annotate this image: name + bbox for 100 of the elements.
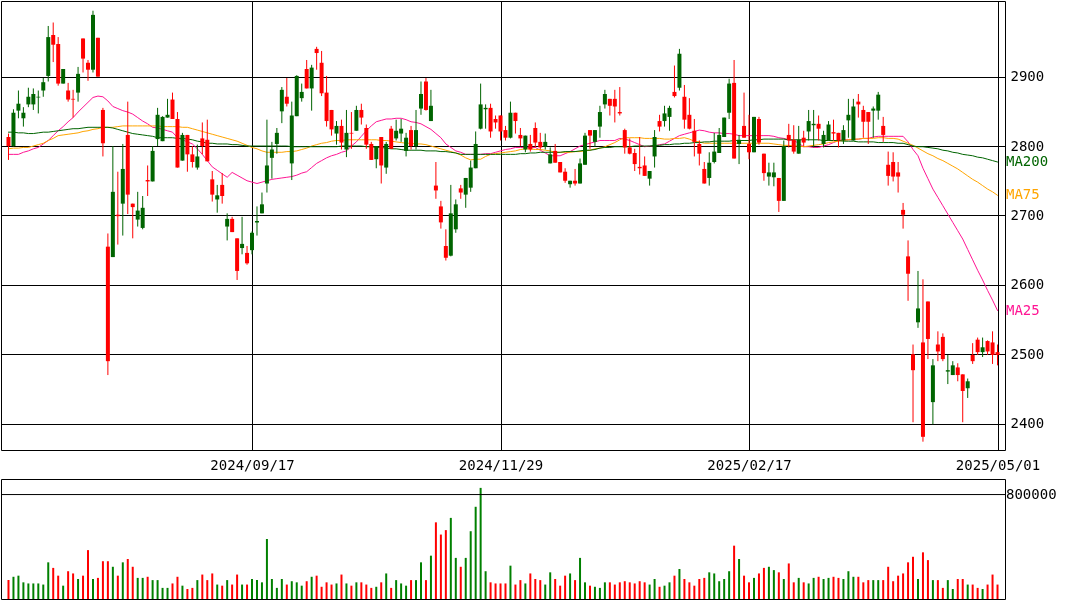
bar bbox=[807, 583, 810, 599]
bar bbox=[186, 589, 189, 599]
bar bbox=[996, 584, 999, 599]
bar bbox=[146, 576, 149, 599]
candlestick bbox=[597, 105, 602, 139]
bar bbox=[723, 579, 726, 599]
bar bbox=[82, 575, 85, 599]
candlestick bbox=[190, 145, 195, 169]
bar bbox=[623, 581, 626, 599]
x-tick-label: 2025/02/17 bbox=[707, 456, 792, 473]
bar bbox=[375, 586, 378, 599]
bar bbox=[101, 561, 104, 599]
candlestick bbox=[662, 105, 667, 128]
bar bbox=[549, 572, 552, 599]
bar bbox=[782, 579, 785, 599]
candlestick bbox=[965, 378, 970, 399]
candlestick bbox=[6, 133, 11, 161]
bar bbox=[653, 579, 656, 599]
candlestick bbox=[170, 92, 175, 120]
bar bbox=[976, 587, 979, 599]
bar bbox=[330, 584, 333, 599]
candlestick bbox=[916, 270, 920, 329]
candlestick bbox=[428, 89, 433, 122]
bar bbox=[206, 580, 209, 599]
candlestick bbox=[81, 37, 86, 73]
bar bbox=[574, 580, 577, 599]
candlestick bbox=[816, 115, 821, 141]
candlestick bbox=[886, 151, 891, 187]
candlestick bbox=[911, 344, 916, 423]
bar bbox=[752, 577, 755, 599]
bar bbox=[584, 582, 587, 599]
bar bbox=[907, 562, 910, 599]
bar bbox=[405, 585, 408, 599]
bar bbox=[837, 577, 840, 599]
bar bbox=[91, 579, 94, 599]
bar bbox=[171, 583, 174, 599]
bar bbox=[897, 575, 900, 599]
bar bbox=[787, 563, 790, 599]
candlestick bbox=[756, 116, 761, 146]
bar bbox=[678, 569, 681, 599]
candlestick bbox=[185, 134, 190, 173]
bar bbox=[87, 550, 89, 599]
candlestick bbox=[846, 98, 851, 139]
bar bbox=[917, 579, 919, 599]
bar bbox=[196, 580, 199, 599]
bar bbox=[767, 566, 770, 599]
bar bbox=[772, 570, 775, 599]
bar bbox=[529, 573, 532, 599]
bar bbox=[161, 587, 164, 599]
bar bbox=[360, 582, 363, 599]
bar bbox=[559, 585, 562, 599]
candlestick bbox=[612, 89, 617, 123]
bar bbox=[280, 579, 283, 599]
bar bbox=[713, 573, 716, 599]
candlestick bbox=[284, 77, 289, 107]
bar bbox=[648, 584, 651, 599]
candlestick bbox=[419, 81, 423, 116]
bar bbox=[67, 571, 70, 599]
bar bbox=[310, 576, 313, 599]
bar bbox=[509, 565, 512, 599]
bar bbox=[564, 575, 567, 599]
bar bbox=[246, 584, 249, 599]
bar bbox=[554, 579, 557, 599]
bar bbox=[295, 582, 298, 599]
candlestick bbox=[632, 148, 637, 172]
bar bbox=[812, 577, 815, 599]
bar bbox=[847, 571, 850, 599]
bar bbox=[588, 585, 591, 599]
bar bbox=[956, 579, 959, 599]
bar bbox=[792, 582, 795, 599]
bar bbox=[156, 580, 159, 599]
bar bbox=[325, 582, 328, 599]
bar bbox=[96, 577, 99, 599]
line-series bbox=[7, 95, 999, 312]
bar bbox=[857, 576, 860, 599]
bar bbox=[181, 585, 184, 599]
bar bbox=[315, 575, 318, 599]
bar bbox=[544, 584, 547, 599]
bar bbox=[415, 580, 418, 599]
bar bbox=[539, 580, 542, 599]
bar bbox=[762, 567, 765, 599]
bar bbox=[17, 575, 20, 599]
bar bbox=[410, 580, 413, 599]
bar bbox=[27, 583, 30, 599]
bar bbox=[216, 584, 219, 599]
candlestick bbox=[906, 239, 911, 302]
candlestick bbox=[791, 124, 796, 155]
bar bbox=[236, 574, 239, 599]
candlestick bbox=[901, 202, 906, 230]
candlestick bbox=[409, 125, 414, 151]
text: 800000 bbox=[1006, 485, 1057, 502]
bar bbox=[618, 582, 621, 599]
bar bbox=[166, 587, 169, 599]
candlestick bbox=[66, 82, 71, 103]
y-tick-label: 2900 bbox=[1010, 68, 1045, 85]
candlestick bbox=[354, 105, 359, 132]
candlestick bbox=[697, 139, 702, 166]
bar bbox=[484, 571, 487, 599]
bar bbox=[12, 576, 15, 599]
candlestick bbox=[533, 121, 538, 148]
